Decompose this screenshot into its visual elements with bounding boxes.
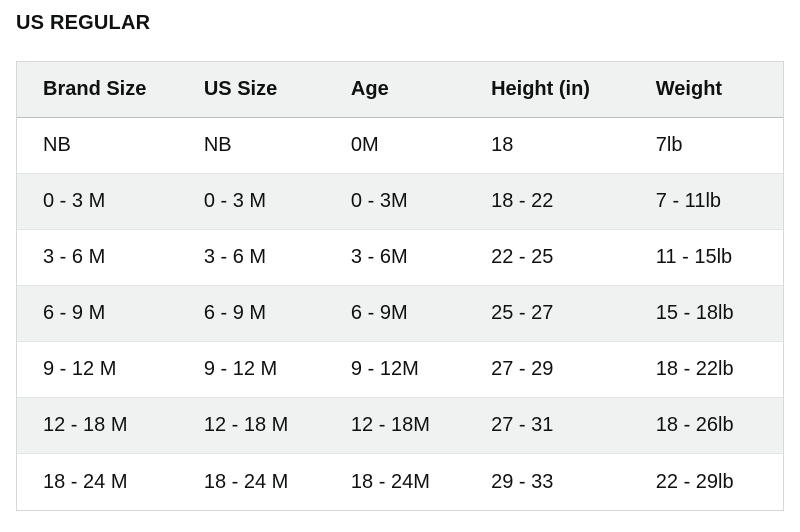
cell-us-size: 12 - 18 M [177, 398, 325, 454]
cell-age: 12 - 18M [324, 398, 466, 454]
cell-age: 0M [324, 118, 466, 174]
table-row: 9 - 12 M 9 - 12 M 9 - 12M 27 - 29 18 - 2… [17, 342, 783, 398]
cell-us-size: 0 - 3 M [177, 174, 325, 230]
column-header-brand-size: Brand Size [17, 62, 178, 118]
cell-brand-size: NB [17, 118, 178, 174]
cell-us-size: NB [177, 118, 325, 174]
cell-brand-size: 0 - 3 M [17, 174, 178, 230]
cell-us-size: 18 - 24 M [177, 454, 325, 510]
cell-height: 25 - 27 [465, 286, 630, 342]
cell-height: 27 - 29 [465, 342, 630, 398]
cell-us-size: 6 - 9 M [177, 286, 325, 342]
cell-weight: 18 - 22lb [629, 342, 783, 398]
column-header-height: Height (in) [465, 62, 630, 118]
page-title: US REGULAR [16, 12, 151, 34]
cell-brand-size: 9 - 12 M [17, 342, 178, 398]
table-row: 12 - 18 M 12 - 18 M 12 - 18M 27 - 31 18 … [17, 398, 783, 454]
cell-weight: 22 - 29lb [629, 454, 783, 510]
cell-weight: 7 - 11lb [629, 174, 783, 230]
cell-height: 27 - 31 [465, 398, 630, 454]
cell-weight: 7lb [629, 118, 783, 174]
cell-us-size: 9 - 12 M [177, 342, 325, 398]
table-row: 6 - 9 M 6 - 9 M 6 - 9M 25 - 27 15 - 18lb [17, 286, 783, 342]
cell-height: 18 [465, 118, 630, 174]
cell-age: 3 - 6M [324, 230, 466, 286]
cell-height: 29 - 33 [465, 454, 630, 510]
table-row: 3 - 6 M 3 - 6 M 3 - 6M 22 - 25 11 - 15lb [17, 230, 783, 286]
table-row: 18 - 24 M 18 - 24 M 18 - 24M 29 - 33 22 … [17, 454, 783, 510]
cell-height: 22 - 25 [465, 230, 630, 286]
cell-age: 9 - 12M [324, 342, 466, 398]
table-header-row: Brand Size US Size Age Height (in) Weigh… [17, 62, 783, 118]
cell-weight: 18 - 26lb [629, 398, 783, 454]
cell-brand-size: 18 - 24 M [17, 454, 178, 510]
cell-weight: 15 - 18lb [629, 286, 783, 342]
column-header-weight: Weight [629, 62, 783, 118]
column-header-age: Age [324, 62, 466, 118]
column-header-us-size: US Size [177, 62, 325, 118]
table-row: 0 - 3 M 0 - 3 M 0 - 3M 18 - 22 7 - 11lb [17, 174, 783, 230]
cell-us-size: 3 - 6 M [177, 230, 325, 286]
cell-weight: 11 - 15lb [629, 230, 783, 286]
cell-height: 18 - 22 [465, 174, 630, 230]
size-chart-table: Brand Size US Size Age Height (in) Weigh… [16, 61, 784, 511]
cell-age: 0 - 3M [324, 174, 466, 230]
cell-brand-size: 12 - 18 M [17, 398, 178, 454]
cell-age: 18 - 24M [324, 454, 466, 510]
cell-age: 6 - 9M [324, 286, 466, 342]
table-row: NB NB 0M 18 7lb [17, 118, 783, 174]
cell-brand-size: 3 - 6 M [17, 230, 178, 286]
cell-brand-size: 6 - 9 M [17, 286, 178, 342]
